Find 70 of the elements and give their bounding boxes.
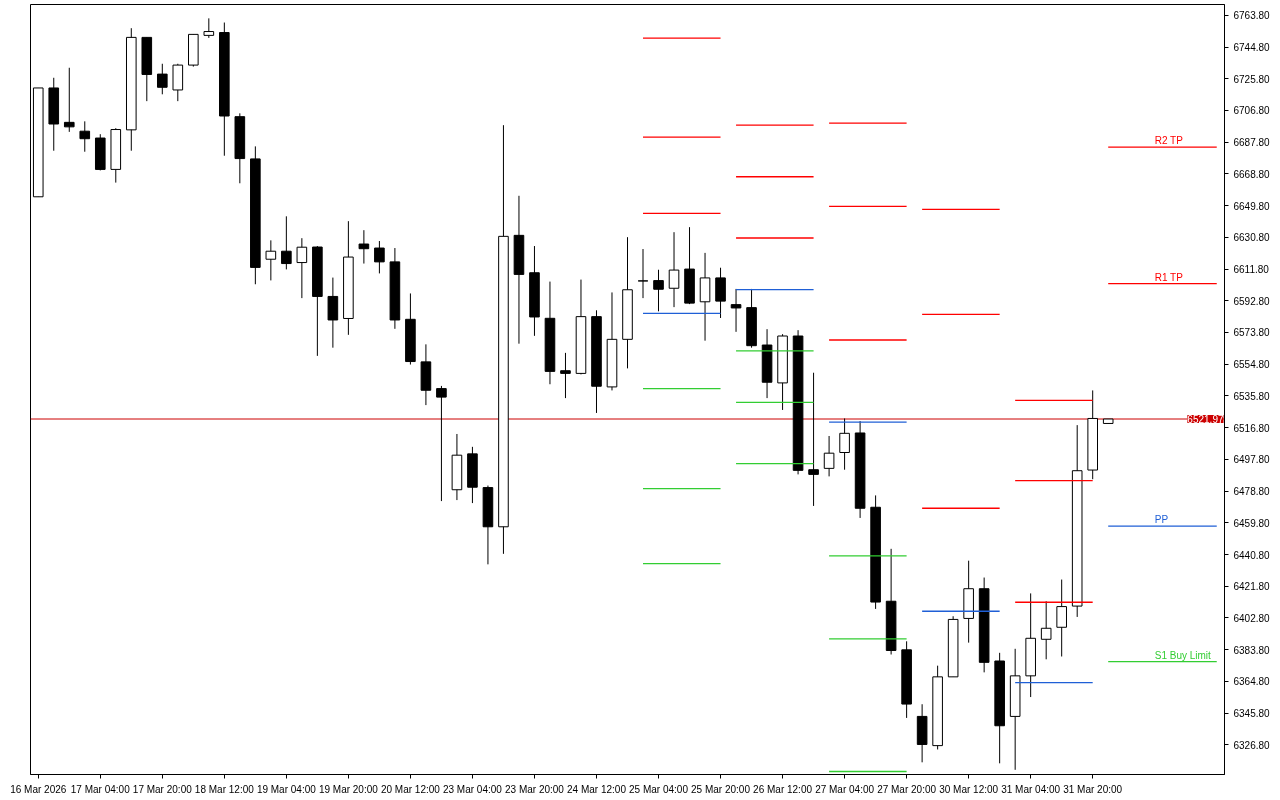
y-tick-label: 6668.80: [1233, 168, 1271, 180]
candlestick: [1056, 579, 1067, 657]
y-tick-label: 6345.80: [1233, 708, 1271, 720]
y-tick-label: 6478.80: [1233, 486, 1271, 498]
candlestick: [436, 385, 447, 502]
y-tick-label: 6383.80: [1233, 644, 1271, 656]
candlestick: [374, 240, 385, 274]
series-label: PP: [1154, 514, 1169, 526]
candlestick: [808, 372, 819, 507]
y-tick-label: 6649.80: [1233, 200, 1271, 212]
y-tick-label: 6364.80: [1233, 676, 1271, 688]
x-tick-label: 25 Mar 20:00: [691, 783, 751, 795]
candlestick: [637, 248, 649, 299]
ref-line-label: 6521.97: [1187, 414, 1224, 426]
candlestick: [203, 17, 215, 39]
candlestick: [157, 63, 168, 95]
candlestick: [63, 67, 75, 133]
candlestick: [668, 231, 680, 308]
y-tick-label: 6326.80: [1233, 739, 1271, 751]
y-tick-label: 6421.80: [1233, 581, 1271, 593]
y-tick-label: 6440.80: [1233, 549, 1271, 561]
series-label: S1 Buy Limit: [1154, 649, 1212, 661]
x-tick-label: 23 Mar 04:00: [442, 783, 503, 795]
series-label: R2 TP: [1154, 135, 1184, 147]
y-tick-label: 6706.80: [1233, 105, 1271, 117]
y-tick-label: 6630.80: [1233, 232, 1271, 244]
x-tick-label: 31 Mar 04:00: [1001, 783, 1061, 795]
y-tick-label: 6535.80: [1233, 390, 1271, 402]
x-tick-label: 24 Mar 12:00: [567, 783, 627, 795]
x-tick-label: 17 Mar 20:00: [132, 783, 193, 795]
x-tick-label: 16 Mar 2026: [10, 783, 67, 795]
candlestick: [327, 277, 339, 349]
candlestick: [281, 215, 292, 270]
candlestick: [823, 435, 835, 477]
y-tick-label: 6763.80: [1233, 10, 1271, 22]
x-tick-label: 18 Mar 12:00: [194, 783, 255, 795]
x-tick-label: 26 Mar 12:00: [753, 783, 813, 795]
candlestick: [1040, 600, 1052, 660]
candlestick: [715, 267, 726, 319]
x-tick-label: 20 Mar 12:00: [380, 783, 441, 795]
y-tick-label: 6687.80: [1233, 137, 1271, 149]
y-tick-label: 6497.80: [1233, 454, 1271, 466]
x-tick-label: 19 Mar 04:00: [256, 783, 317, 795]
x-tick-label: 25 Mar 04:00: [629, 783, 689, 795]
y-tick-label: 6402.80: [1233, 612, 1271, 624]
candlestick: [699, 252, 711, 342]
y-tick-label: 6516.80: [1233, 422, 1271, 434]
y-tick-label: 6573.80: [1233, 327, 1271, 339]
series-label: R1 TP: [1154, 271, 1184, 283]
x-tick-label: 17 Mar 04:00: [70, 783, 131, 795]
candlestick: [265, 239, 277, 281]
candlestick: [653, 269, 664, 312]
x-tick-label: 31 Mar 20:00: [1063, 783, 1123, 795]
x-tick-label: 23 Mar 20:00: [505, 783, 565, 795]
y-tick-label: 6554.80: [1233, 359, 1271, 371]
y-tick-label: 6725.80: [1233, 73, 1271, 85]
candlestick: [560, 352, 571, 399]
y-tick-label: 6744.80: [1233, 42, 1271, 54]
candlestick: [79, 120, 91, 153]
x-tick-label: 27 Mar 04:00: [815, 783, 875, 795]
x-tick-label: 27 Mar 20:00: [877, 783, 937, 795]
x-tick-label: 19 Mar 20:00: [318, 783, 379, 795]
y-tick-label: 6459.80: [1233, 517, 1271, 529]
y-tick-label: 6611.80: [1233, 264, 1270, 276]
candlestick: [730, 288, 742, 333]
y-tick-label: 6592.80: [1233, 295, 1271, 307]
x-tick-label: 30 Mar 12:00: [939, 783, 999, 795]
candlestick: [358, 229, 370, 265]
candlestick: [839, 417, 850, 471]
candlestick: [296, 237, 308, 299]
